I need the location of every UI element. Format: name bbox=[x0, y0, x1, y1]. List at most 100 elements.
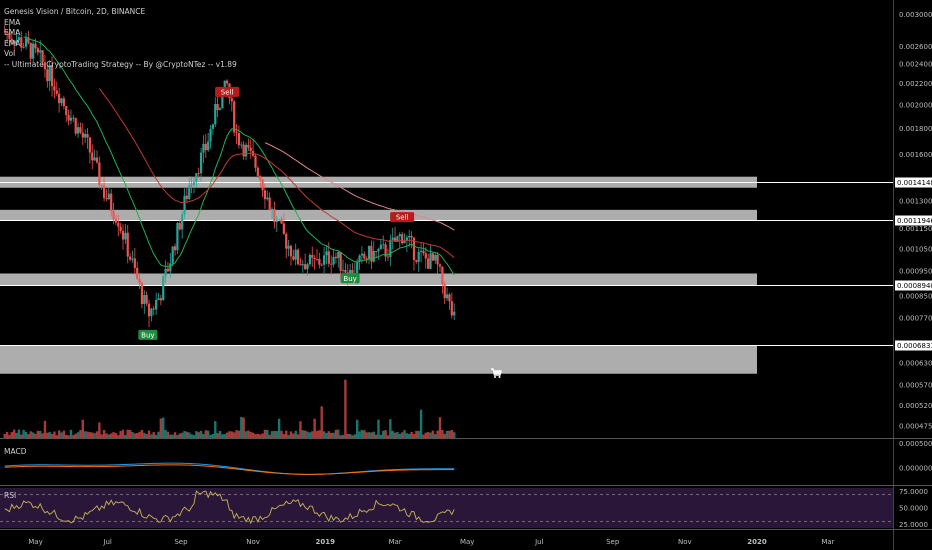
volume-bar bbox=[280, 430, 283, 438]
candles bbox=[3, 24, 456, 328]
level-tag-label-1: 0.0014148 bbox=[897, 179, 932, 187]
candle-body bbox=[181, 214, 184, 230]
volume-bar bbox=[237, 430, 241, 438]
volume-bar bbox=[136, 433, 139, 438]
candle-body bbox=[261, 179, 264, 191]
candle-body bbox=[453, 311, 456, 316]
volume-bar bbox=[88, 432, 92, 438]
volume-bar bbox=[152, 432, 155, 438]
candle-body bbox=[221, 92, 224, 109]
volume-bar bbox=[419, 409, 423, 438]
volume-bar bbox=[24, 431, 28, 438]
volume-bar bbox=[277, 418, 281, 438]
volume-bars bbox=[3, 379, 456, 438]
buy-signal-label: Buy bbox=[343, 275, 356, 283]
sell-signal-1 bbox=[215, 86, 240, 97]
volume-bar bbox=[382, 430, 385, 438]
volume-bar bbox=[173, 432, 177, 438]
candle-body bbox=[360, 253, 364, 256]
volume-bar bbox=[228, 431, 231, 438]
volume-bar bbox=[79, 430, 82, 438]
volume-bar bbox=[327, 431, 331, 438]
candle-body bbox=[138, 278, 141, 283]
volume-bar bbox=[235, 430, 238, 438]
candle-body bbox=[337, 251, 340, 259]
time-tick-label: 2020 bbox=[747, 538, 767, 546]
volume-bar bbox=[157, 431, 160, 438]
buy-signal-3 bbox=[340, 273, 360, 284]
candle-body bbox=[41, 50, 44, 63]
volume-bar bbox=[41, 433, 44, 438]
volume-bar bbox=[270, 431, 274, 438]
volume-bar bbox=[346, 433, 349, 438]
candle-body bbox=[372, 251, 375, 262]
candle-body bbox=[5, 31, 9, 33]
candle-body bbox=[386, 256, 390, 258]
candle-body bbox=[162, 276, 165, 301]
candle-body bbox=[393, 237, 397, 242]
zone-2 bbox=[0, 209, 757, 221]
rsi-tick-label: 75.0000 bbox=[899, 488, 928, 496]
candle-body bbox=[325, 251, 328, 256]
volume-bar bbox=[209, 434, 212, 438]
shopping-cart-icon[interactable] bbox=[490, 364, 502, 378]
volume-bar bbox=[341, 434, 345, 438]
candle-body bbox=[410, 235, 413, 238]
candle-body bbox=[285, 233, 288, 249]
candle-body bbox=[405, 237, 408, 241]
candle-body bbox=[358, 255, 361, 262]
candle-body bbox=[320, 264, 323, 266]
volume-bar bbox=[240, 417, 243, 438]
candle-body bbox=[22, 46, 25, 48]
time-tick-label: Jul bbox=[102, 538, 112, 546]
volume-bar bbox=[105, 433, 108, 438]
candle-body bbox=[344, 269, 347, 273]
macd-lines bbox=[4, 462, 455, 475]
candle-body bbox=[88, 137, 91, 153]
sell-signal-label: Sell bbox=[396, 214, 409, 222]
candle-body bbox=[46, 69, 49, 82]
volume-bar bbox=[268, 434, 271, 438]
volume-bar bbox=[76, 432, 80, 438]
candle-body bbox=[301, 264, 304, 266]
buy-signal-2 bbox=[138, 329, 158, 340]
volume-bar bbox=[393, 432, 397, 438]
candle-body bbox=[448, 294, 451, 302]
candle-body bbox=[183, 195, 186, 215]
candle-body bbox=[396, 236, 399, 242]
volume-bar bbox=[3, 433, 6, 438]
volume-bar bbox=[426, 431, 430, 438]
volume-bar bbox=[244, 431, 248, 438]
volume-bar bbox=[301, 430, 304, 438]
volume-bar bbox=[417, 430, 420, 438]
volume-bar bbox=[138, 431, 141, 438]
candle-body bbox=[287, 245, 290, 249]
volume-bar bbox=[171, 434, 174, 438]
volume-bar bbox=[124, 434, 127, 438]
candle-body bbox=[50, 65, 54, 87]
candle-body bbox=[95, 157, 99, 163]
candle-body bbox=[363, 253, 366, 259]
volume-bar bbox=[247, 430, 250, 438]
time-tick-label: Nov bbox=[678, 538, 692, 546]
candle-body bbox=[379, 244, 382, 250]
candle-body bbox=[237, 133, 241, 146]
candle-body bbox=[129, 256, 132, 260]
candle-body bbox=[450, 301, 453, 316]
candle-body bbox=[209, 128, 212, 142]
time-tick-label: May bbox=[28, 538, 42, 546]
candle-body bbox=[107, 193, 110, 200]
candle-body bbox=[133, 258, 136, 268]
volume-bar bbox=[62, 430, 66, 438]
volume-bar bbox=[100, 434, 103, 438]
candle-body bbox=[289, 245, 293, 257]
level-tag-4 bbox=[895, 340, 932, 351]
candle-body bbox=[294, 249, 297, 260]
volume-bar bbox=[46, 432, 49, 438]
candle-body bbox=[223, 80, 226, 93]
